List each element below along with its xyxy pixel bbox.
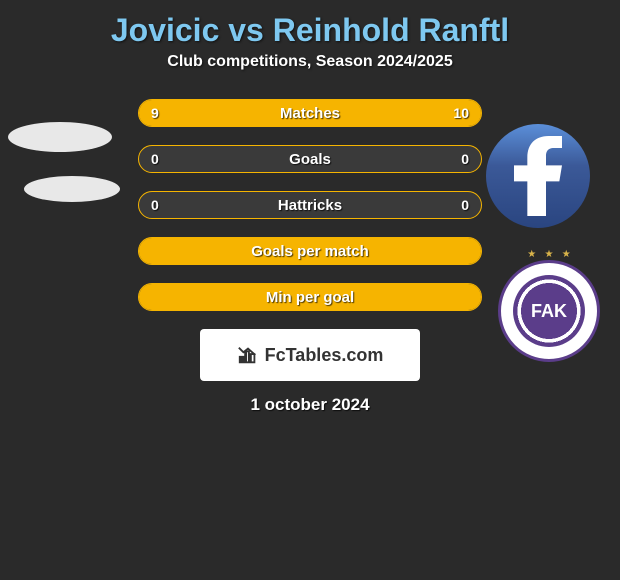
stat-label: Matches <box>280 105 340 122</box>
stat-row: Goals per match <box>138 237 482 265</box>
stat-value-left: 0 <box>151 151 159 167</box>
star-icon: ★ ★ ★ <box>501 249 597 260</box>
stat-value-right: 0 <box>461 197 469 213</box>
facebook-icon[interactable] <box>486 124 590 228</box>
stat-value-right: 10 <box>453 105 469 121</box>
stat-value-right: 0 <box>461 151 469 167</box>
stat-label: Hattricks <box>278 197 342 214</box>
player1-avatar-placeholder <box>8 122 112 152</box>
stat-label: Goals <box>289 151 331 168</box>
page-title: Jovicic vs Reinhold Ranftl <box>0 0 620 53</box>
brand-text: FcTables.com <box>265 345 384 366</box>
stat-label: Goals per match <box>251 243 369 260</box>
stat-row: 0 Hattricks 0 <box>138 191 482 219</box>
stat-row: 9 Matches 10 <box>138 99 482 127</box>
comparison-bars: 9 Matches 10 0 Goals 0 0 Hattricks 0 Goals per ma… <box>138 99 482 311</box>
date-text: 1 october 2024 <box>0 395 620 415</box>
stat-value-left: 9 <box>151 105 159 121</box>
club-initials: FAK <box>531 301 567 322</box>
stat-row: Min per goal <box>138 283 482 311</box>
club-badge: ★ ★ ★ FAK <box>498 260 600 362</box>
stat-value-left: 0 <box>151 197 159 213</box>
stat-fill-left <box>139 100 300 126</box>
player1-club-placeholder <box>24 176 120 202</box>
stat-row: 0 Goals 0 <box>138 145 482 173</box>
brand-badge[interactable]: FcTables.com <box>200 329 420 381</box>
page-subtitle: Club competitions, Season 2024/2025 <box>0 53 620 99</box>
chart-icon <box>237 344 259 366</box>
stat-label: Min per goal <box>266 289 354 306</box>
